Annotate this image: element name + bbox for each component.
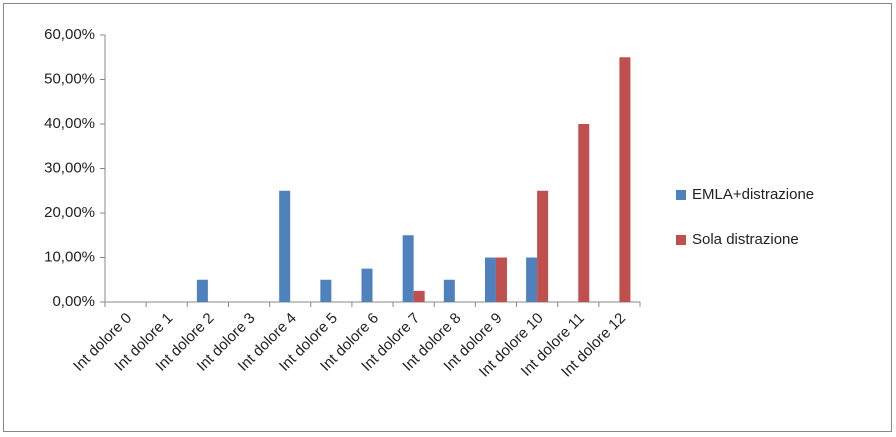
bar	[578, 124, 590, 302]
bar	[361, 268, 373, 302]
y-tick-label: 20,00%	[44, 204, 95, 221]
bar	[279, 190, 291, 302]
legend-label: Sola distrazione	[692, 231, 799, 248]
y-tick-label: 50,00%	[44, 70, 95, 87]
y-tick-label: 30,00%	[44, 159, 95, 176]
bar	[196, 279, 208, 302]
y-tick-label: 0,00%	[52, 293, 95, 310]
chart-border	[3, 3, 892, 432]
legend-swatch	[676, 235, 686, 245]
bar	[413, 290, 425, 302]
bar	[495, 257, 507, 302]
bar	[619, 57, 631, 302]
bar	[443, 279, 455, 302]
y-tick-label: 60,00%	[44, 26, 95, 43]
y-tick-label: 10,00%	[44, 248, 95, 265]
y-tick-label: 40,00%	[44, 115, 95, 132]
legend-label: EMLA+distrazione	[692, 186, 814, 203]
bar	[484, 257, 496, 302]
bar	[537, 190, 549, 302]
legend-swatch	[676, 190, 686, 200]
bar	[526, 257, 538, 302]
bar	[402, 235, 414, 302]
bar	[320, 279, 332, 302]
